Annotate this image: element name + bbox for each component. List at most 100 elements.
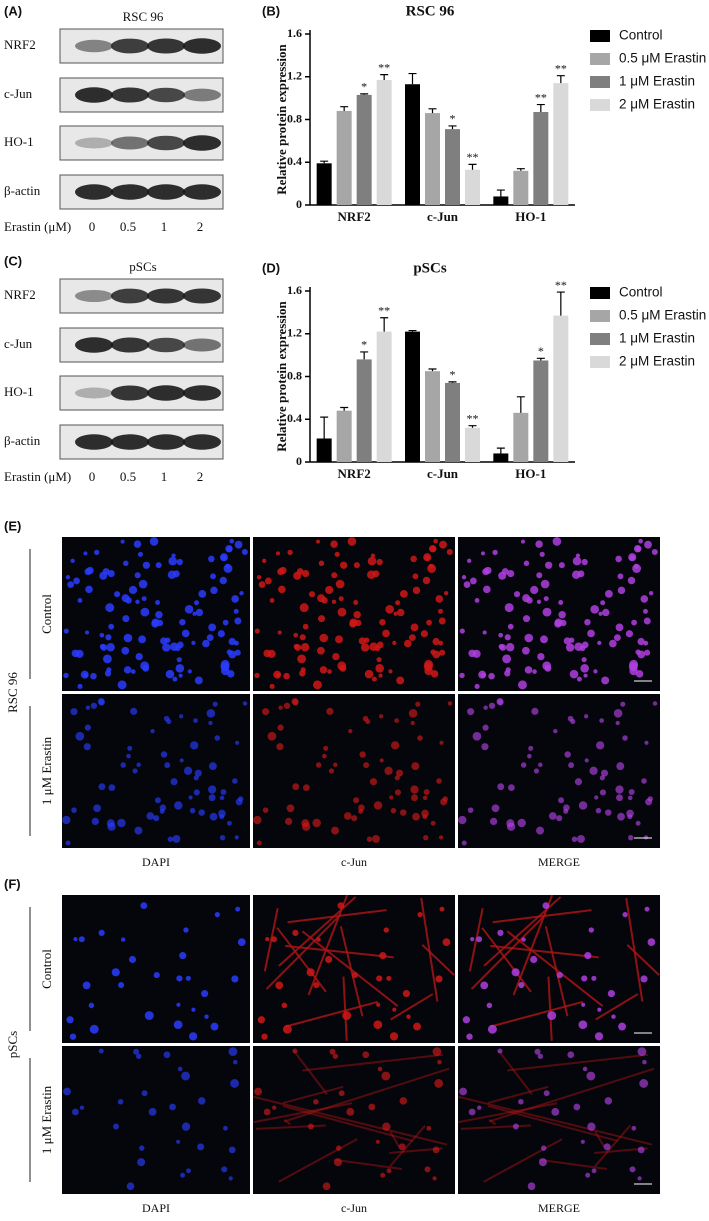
y-tick-label: 1.6 — [287, 26, 302, 40]
significance-label: ** — [467, 150, 479, 164]
cell — [569, 669, 579, 679]
cell — [523, 560, 530, 567]
cell — [335, 1145, 342, 1151]
cell — [617, 812, 625, 821]
cell — [474, 683, 480, 689]
cell — [637, 1047, 647, 1056]
cell — [315, 762, 322, 768]
cell — [176, 1002, 181, 1007]
y-tick-label: 0.4 — [287, 411, 302, 425]
neurite — [265, 913, 342, 990]
y-axis-title: Relative protein expression — [274, 44, 289, 195]
band — [183, 434, 221, 450]
cell — [232, 1059, 238, 1065]
cell — [77, 598, 83, 603]
cell — [553, 728, 558, 734]
cell — [330, 540, 338, 548]
cell — [150, 728, 155, 734]
cell — [396, 676, 405, 685]
cell — [137, 551, 144, 557]
cell — [222, 619, 229, 626]
error-bar — [516, 168, 525, 171]
cell — [615, 623, 624, 632]
cell — [83, 743, 91, 751]
cell — [343, 812, 352, 820]
bar — [465, 427, 480, 462]
error-bar — [380, 74, 389, 80]
y-tick-label: 0.8 — [287, 368, 302, 382]
cell — [470, 937, 475, 942]
cell — [644, 906, 650, 912]
cell — [312, 818, 321, 828]
cell — [372, 570, 380, 578]
cell — [629, 1166, 636, 1173]
neurite — [292, 1050, 328, 1095]
cell — [435, 975, 443, 983]
row-label: NRF2 — [4, 287, 36, 302]
cell — [165, 669, 175, 679]
cell — [551, 1107, 560, 1116]
cell — [231, 595, 239, 603]
cell — [587, 629, 595, 638]
cell — [438, 608, 443, 614]
bar — [445, 129, 460, 205]
cell — [333, 762, 338, 768]
cell — [108, 784, 116, 792]
cell — [363, 762, 370, 769]
error-bar — [428, 368, 437, 372]
cell — [179, 618, 186, 626]
cell — [142, 664, 150, 672]
cell — [383, 927, 389, 933]
cell — [93, 804, 101, 813]
cell — [507, 570, 515, 578]
cell — [302, 570, 310, 578]
cell — [227, 670, 235, 678]
cell — [373, 1020, 383, 1030]
band — [147, 135, 185, 151]
cell — [595, 807, 602, 814]
condition-label: 1 μM Erastin — [39, 1085, 54, 1154]
cell — [622, 912, 628, 918]
cell — [262, 807, 269, 813]
cell — [428, 544, 437, 553]
cell — [382, 1122, 391, 1131]
cell — [254, 672, 260, 679]
cell — [590, 605, 599, 614]
cell — [573, 1103, 581, 1111]
cell — [299, 603, 309, 613]
cell — [90, 702, 98, 709]
cell — [594, 795, 599, 800]
neurite — [285, 1000, 379, 1028]
cell — [371, 676, 377, 682]
cell — [400, 590, 408, 598]
cell — [139, 1145, 145, 1151]
cell — [400, 809, 407, 816]
cell — [117, 680, 127, 690]
cell — [219, 834, 226, 841]
y-tick-label: 0.8 — [287, 111, 302, 125]
cell — [208, 623, 217, 632]
cell — [474, 598, 480, 603]
legend-label: 0.5 μM Erastin — [619, 51, 706, 66]
band — [147, 385, 185, 401]
cell — [283, 702, 291, 709]
cell — [204, 1014, 209, 1019]
band — [75, 337, 113, 353]
cell — [220, 659, 230, 669]
cell — [382, 629, 390, 638]
cell — [208, 762, 217, 771]
cell — [106, 667, 112, 673]
cell — [554, 620, 562, 628]
cell — [112, 1123, 120, 1130]
cell — [369, 642, 378, 651]
cell — [574, 778, 583, 786]
cell — [430, 670, 439, 678]
cell — [524, 666, 533, 674]
cell — [432, 1176, 437, 1181]
significance-label: ** — [378, 303, 390, 317]
cell — [229, 538, 235, 544]
cell — [181, 1122, 191, 1131]
cell — [271, 936, 278, 943]
cell — [466, 558, 472, 564]
cell — [234, 540, 243, 549]
